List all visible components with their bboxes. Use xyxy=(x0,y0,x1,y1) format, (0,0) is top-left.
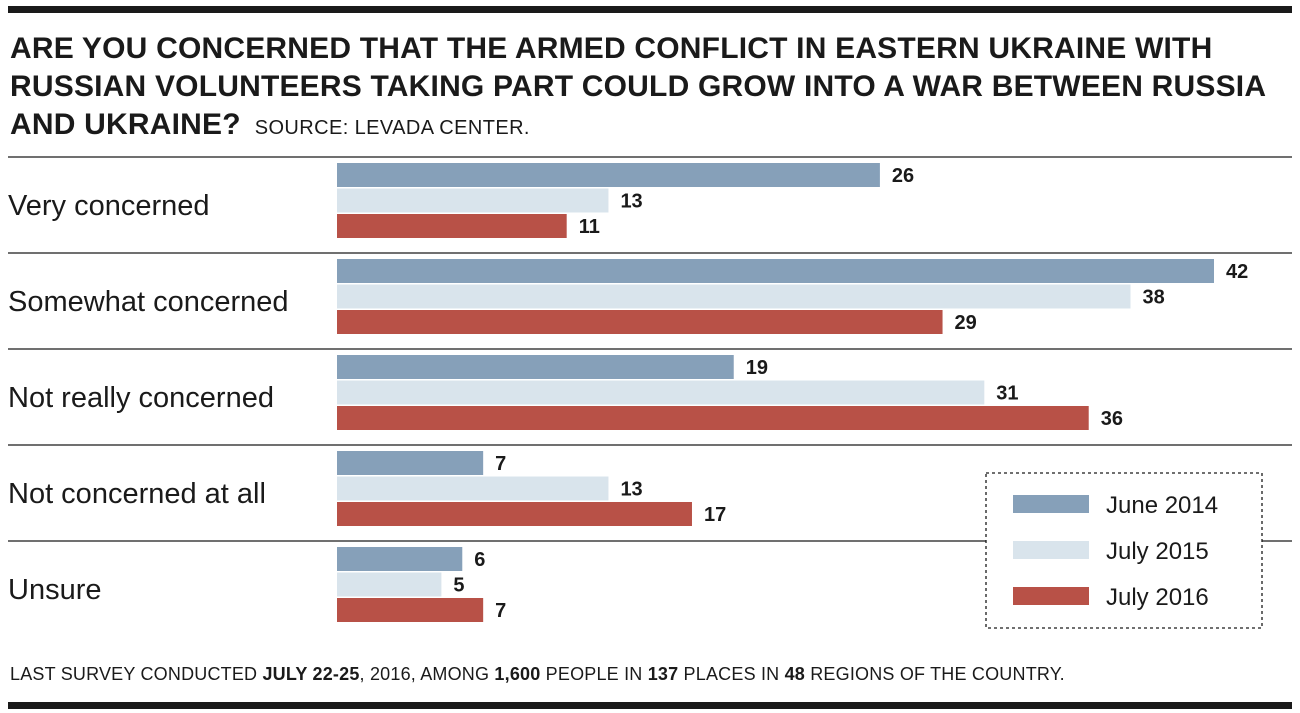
bar xyxy=(337,355,734,379)
survey-note: LAST SURVEY CONDUCTED JULY 22-25, 2016, … xyxy=(10,664,1065,685)
bar xyxy=(337,259,1214,283)
data-label: 7 xyxy=(495,600,506,622)
note-text-1: LAST SURVEY CONDUCTED xyxy=(10,664,263,684)
data-label: 36 xyxy=(1101,408,1123,430)
data-label: 31 xyxy=(996,383,1018,405)
category-label: Not really concerned xyxy=(8,382,274,414)
note-text-3: PEOPLE IN xyxy=(540,664,648,684)
legend-label: July 2015 xyxy=(1106,538,1209,565)
bar xyxy=(337,598,484,622)
bar xyxy=(337,284,1131,309)
bar xyxy=(337,214,567,238)
title-text: ARE YOU CONCERNED THAT THE ARMED CONFLIC… xyxy=(10,32,1266,141)
note-text-2: , 2016, AMONG xyxy=(359,664,495,684)
data-label: 7 xyxy=(495,453,506,475)
note-dates: JULY 22-25 xyxy=(262,664,360,684)
bar xyxy=(337,572,442,597)
bar xyxy=(337,380,985,405)
data-label: 13 xyxy=(620,191,642,213)
data-label: 6 xyxy=(474,549,485,571)
category-label: Somewhat concerned xyxy=(8,286,289,318)
bar xyxy=(337,406,1089,430)
bar xyxy=(337,502,692,526)
note-people: 1,600 xyxy=(494,664,541,684)
legend-swatch xyxy=(1013,541,1089,559)
bar xyxy=(337,547,463,571)
top-rule xyxy=(8,6,1292,13)
note-regions: 48 xyxy=(784,664,806,684)
chart-title: ARE YOU CONCERNED THAT THE ARMED CONFLIC… xyxy=(10,30,1280,147)
bar xyxy=(337,188,609,213)
data-label: 42 xyxy=(1226,261,1248,283)
legend-label: June 2014 xyxy=(1106,492,1218,519)
data-label: 38 xyxy=(1142,287,1164,309)
legend-swatch xyxy=(1013,587,1089,605)
data-label: 19 xyxy=(746,357,768,379)
bar xyxy=(337,476,609,501)
source-note: SOURCE: LEVADA CENTER. xyxy=(254,117,530,139)
legend-swatch xyxy=(1013,495,1089,513)
category-label: Not concerned at all xyxy=(8,478,266,510)
data-label: 13 xyxy=(620,479,642,501)
data-label: 26 xyxy=(892,165,914,187)
category-label: Unsure xyxy=(8,574,102,606)
bar xyxy=(337,310,943,334)
data-label: 11 xyxy=(579,216,600,238)
data-label: 17 xyxy=(704,504,726,526)
data-label: 29 xyxy=(955,312,977,334)
legend-label: July 2016 xyxy=(1106,584,1209,611)
bar xyxy=(337,163,880,187)
data-label: 5 xyxy=(453,575,464,597)
note-text-4: PLACES IN xyxy=(678,664,785,684)
note-text-5: REGIONS OF THE COUNTRY. xyxy=(805,664,1065,684)
note-places: 137 xyxy=(647,664,679,684)
bar xyxy=(337,451,484,475)
category-label: Very concerned xyxy=(8,190,210,222)
bottom-rule xyxy=(8,702,1292,709)
